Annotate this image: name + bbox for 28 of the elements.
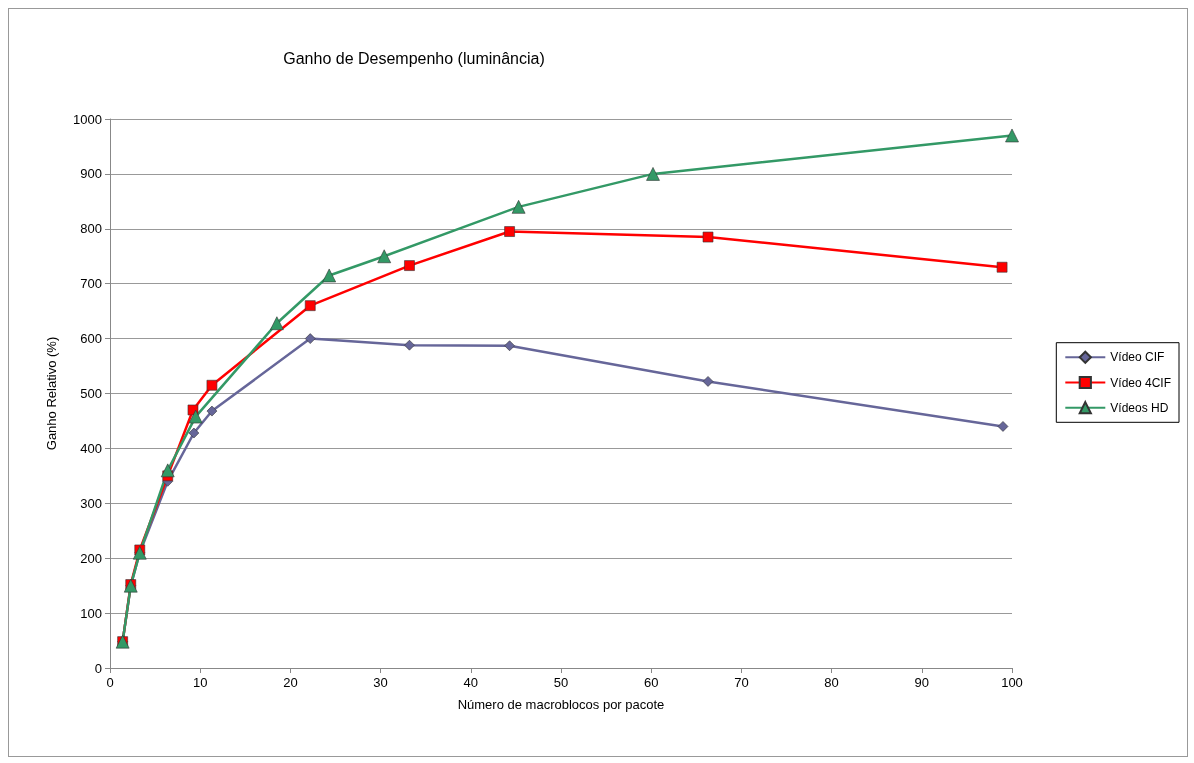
legend-label: Vídeos HD (1110, 400, 1169, 415)
y-tick-label: 100 (80, 605, 102, 621)
x-tick-label: 10 (192, 675, 208, 690)
y-tick-label: 900 (80, 166, 102, 182)
legend-label: Vídeo 4CIF (1110, 375, 1172, 390)
x-tick-label: 90 (914, 675, 930, 690)
x-tick-label: 20 (283, 675, 298, 690)
y-tick-label: 200 (80, 550, 102, 566)
y-tick-label: 0 (94, 660, 102, 676)
x-tick-label: 70 (734, 675, 749, 690)
y-tick-label: 400 (80, 440, 102, 456)
x-tick-label: 60 (643, 675, 659, 690)
legend-label: Vídeo CIF (1110, 350, 1165, 365)
x-tick-label: 50 (553, 675, 569, 690)
x-tick-label: 30 (373, 675, 388, 690)
y-tick-label: 500 (80, 386, 102, 401)
y-tick-label: 600 (80, 331, 102, 347)
x-tick-label: 40 (463, 675, 479, 690)
x-tick-label: 100 (1001, 675, 1023, 690)
y-tick-label: 700 (80, 276, 102, 292)
x-axis-title: Número de macroblocos por pacote (457, 697, 665, 712)
y-tick-label: 800 (80, 221, 102, 237)
y-tick-label: 1000 (73, 111, 102, 127)
chart-title: Ganho de Desempenho (luminância) (283, 49, 545, 67)
x-tick-label: 80 (824, 675, 839, 690)
y-axis-title: Ganho Relativo (%) (44, 336, 59, 451)
x-tick-label: 0 (106, 675, 114, 690)
y-tick-label: 300 (80, 495, 102, 511)
